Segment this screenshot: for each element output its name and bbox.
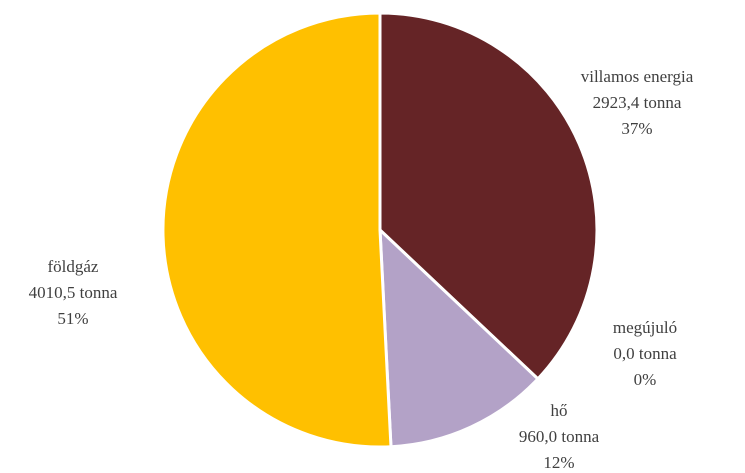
slice-percent-villamos-energia: 37% — [621, 119, 652, 138]
slice-value-villamos-energia: 2923,4 tonna — [593, 93, 682, 112]
slice-label-foldgaz: földgáz 4010,5 tonna 51% — [29, 257, 118, 328]
slice-name-ho: hő — [551, 401, 568, 420]
slice-label-villamos-energia: villamos energia 2923,4 tonna 37% — [581, 67, 694, 138]
slice-name-megujulo: megújuló — [613, 318, 677, 337]
slice-percent-ho: 12% — [543, 453, 574, 472]
slice-name-foldgaz: földgáz — [48, 257, 99, 276]
pie-slice-foldgaz — [161, 11, 393, 449]
slice-label-megujulo: megújuló 0,0 tonna 0% — [613, 318, 677, 389]
slice-name-villamos-energia: villamos energia — [581, 67, 694, 86]
slice-value-megujulo: 0,0 tonna — [613, 344, 677, 363]
pie-slice-ho — [378, 228, 540, 449]
pie-slices — [161, 11, 599, 449]
slice-label-ho: hő 960,0 tonna 12% — [519, 401, 600, 472]
slice-value-foldgaz: 4010,5 tonna — [29, 283, 118, 302]
slice-value-ho: 960,0 tonna — [519, 427, 600, 446]
slice-percent-megujulo: 0% — [634, 370, 657, 389]
pie-slice-villamos-energia — [378, 11, 599, 381]
slice-percent-foldgaz: 51% — [57, 309, 88, 328]
